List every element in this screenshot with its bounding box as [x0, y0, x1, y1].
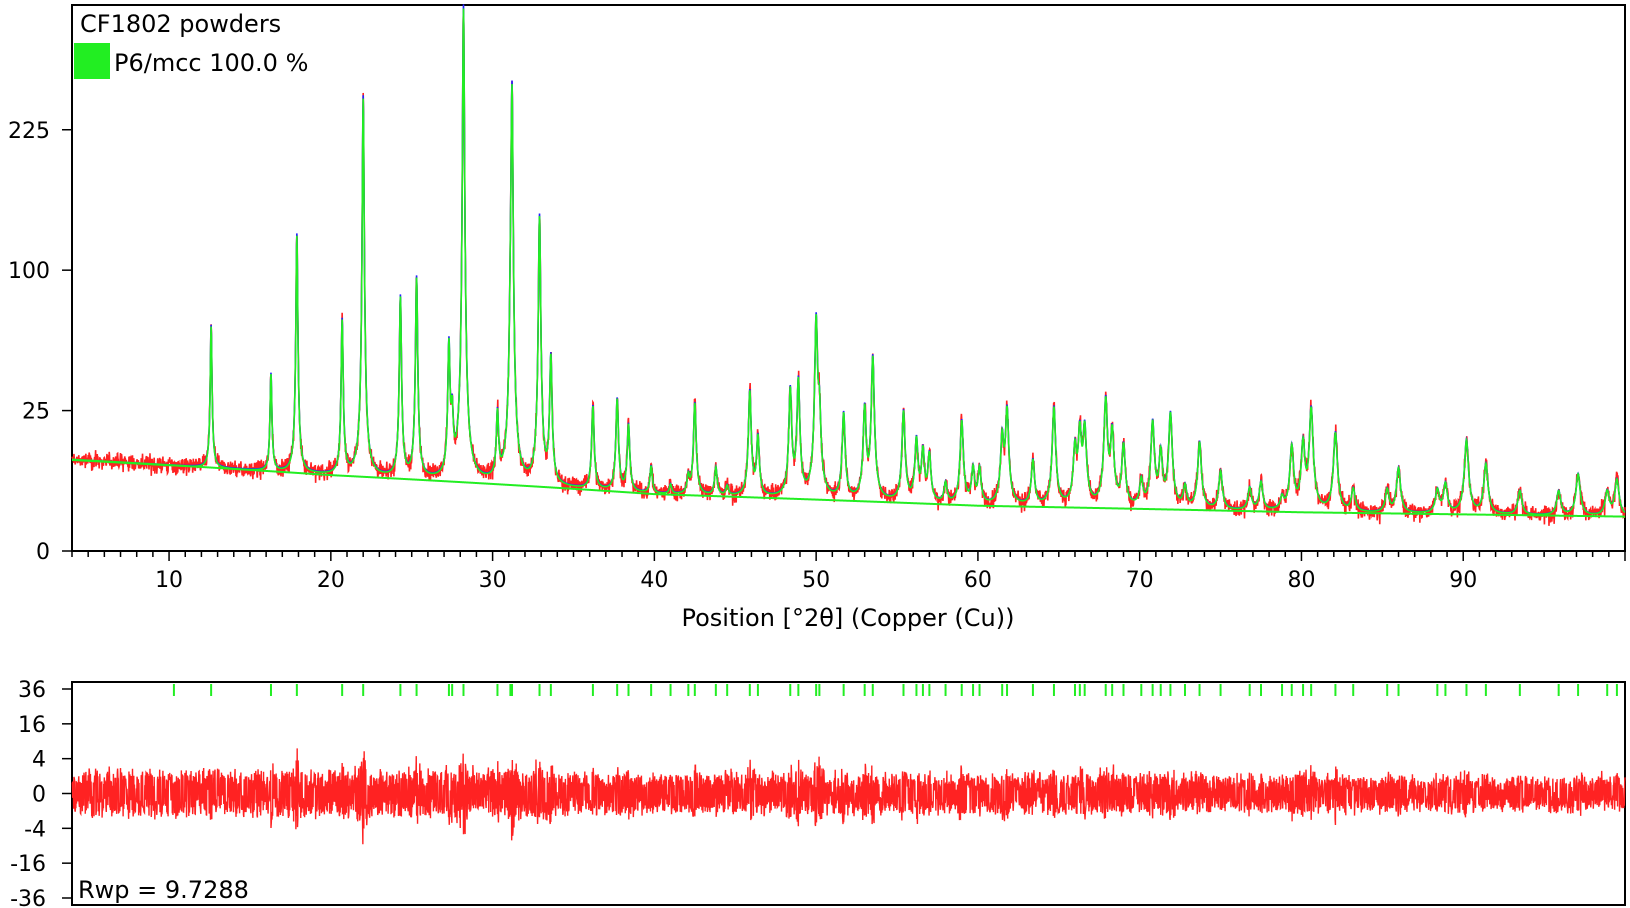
x-axis-label: Position [°2θ] (Copper (Cu)) [682, 604, 1015, 632]
y-tick-label: 100 [8, 259, 50, 284]
y-tick-label: 225 [8, 119, 50, 144]
residual-y-tick-label: 4 [32, 748, 46, 773]
y-tick-label: 25 [22, 400, 50, 425]
x-tick-label: 80 [1287, 568, 1315, 593]
residual-series-layer [71, 684, 1626, 845]
residual-y-tick-label: -36 [10, 887, 46, 908]
residual-y-tick-label: -16 [10, 852, 46, 877]
x-tick-label: 60 [964, 568, 992, 593]
rwp-annotation: Rwp = 9.7288 [78, 876, 249, 904]
residual-y-tick-label: -4 [24, 817, 46, 842]
x-tick-label: 30 [479, 568, 507, 593]
observed-series-line [71, 9, 1626, 526]
x-tick-label: 70 [1126, 568, 1154, 593]
x-tick-label: 40 [640, 568, 668, 593]
main-axis-layer: 10 20 30 40 50 60 70 80 90 0 25 100 225 [8, 119, 1626, 593]
residual-y-tick-label: 0 [32, 783, 46, 808]
calculated-series-line [71, 4, 1626, 515]
y-tick-label: 0 [36, 540, 50, 565]
chart-title: CF1802 powders [80, 10, 281, 38]
x-tick-label: 10 [155, 568, 183, 593]
legend-swatch-p6mcc [74, 43, 110, 79]
difference-series-line [71, 748, 1626, 845]
residual-y-tick-label: 36 [18, 678, 46, 703]
background-line [71, 458, 1626, 518]
residual-y-tick-label: 16 [18, 713, 46, 738]
main-series-layer [71, 4, 1626, 526]
x-tick-label: 90 [1449, 568, 1477, 593]
residual-axis-layer: 36 16 4 0 -4 -16 -36 [10, 678, 72, 908]
legend-label-p6mcc: P6/mcc 100.0 % [114, 49, 308, 77]
x-tick-label: 20 [317, 568, 345, 593]
phase-series-line [71, 8, 1626, 516]
x-tick-label: 50 [802, 568, 830, 593]
